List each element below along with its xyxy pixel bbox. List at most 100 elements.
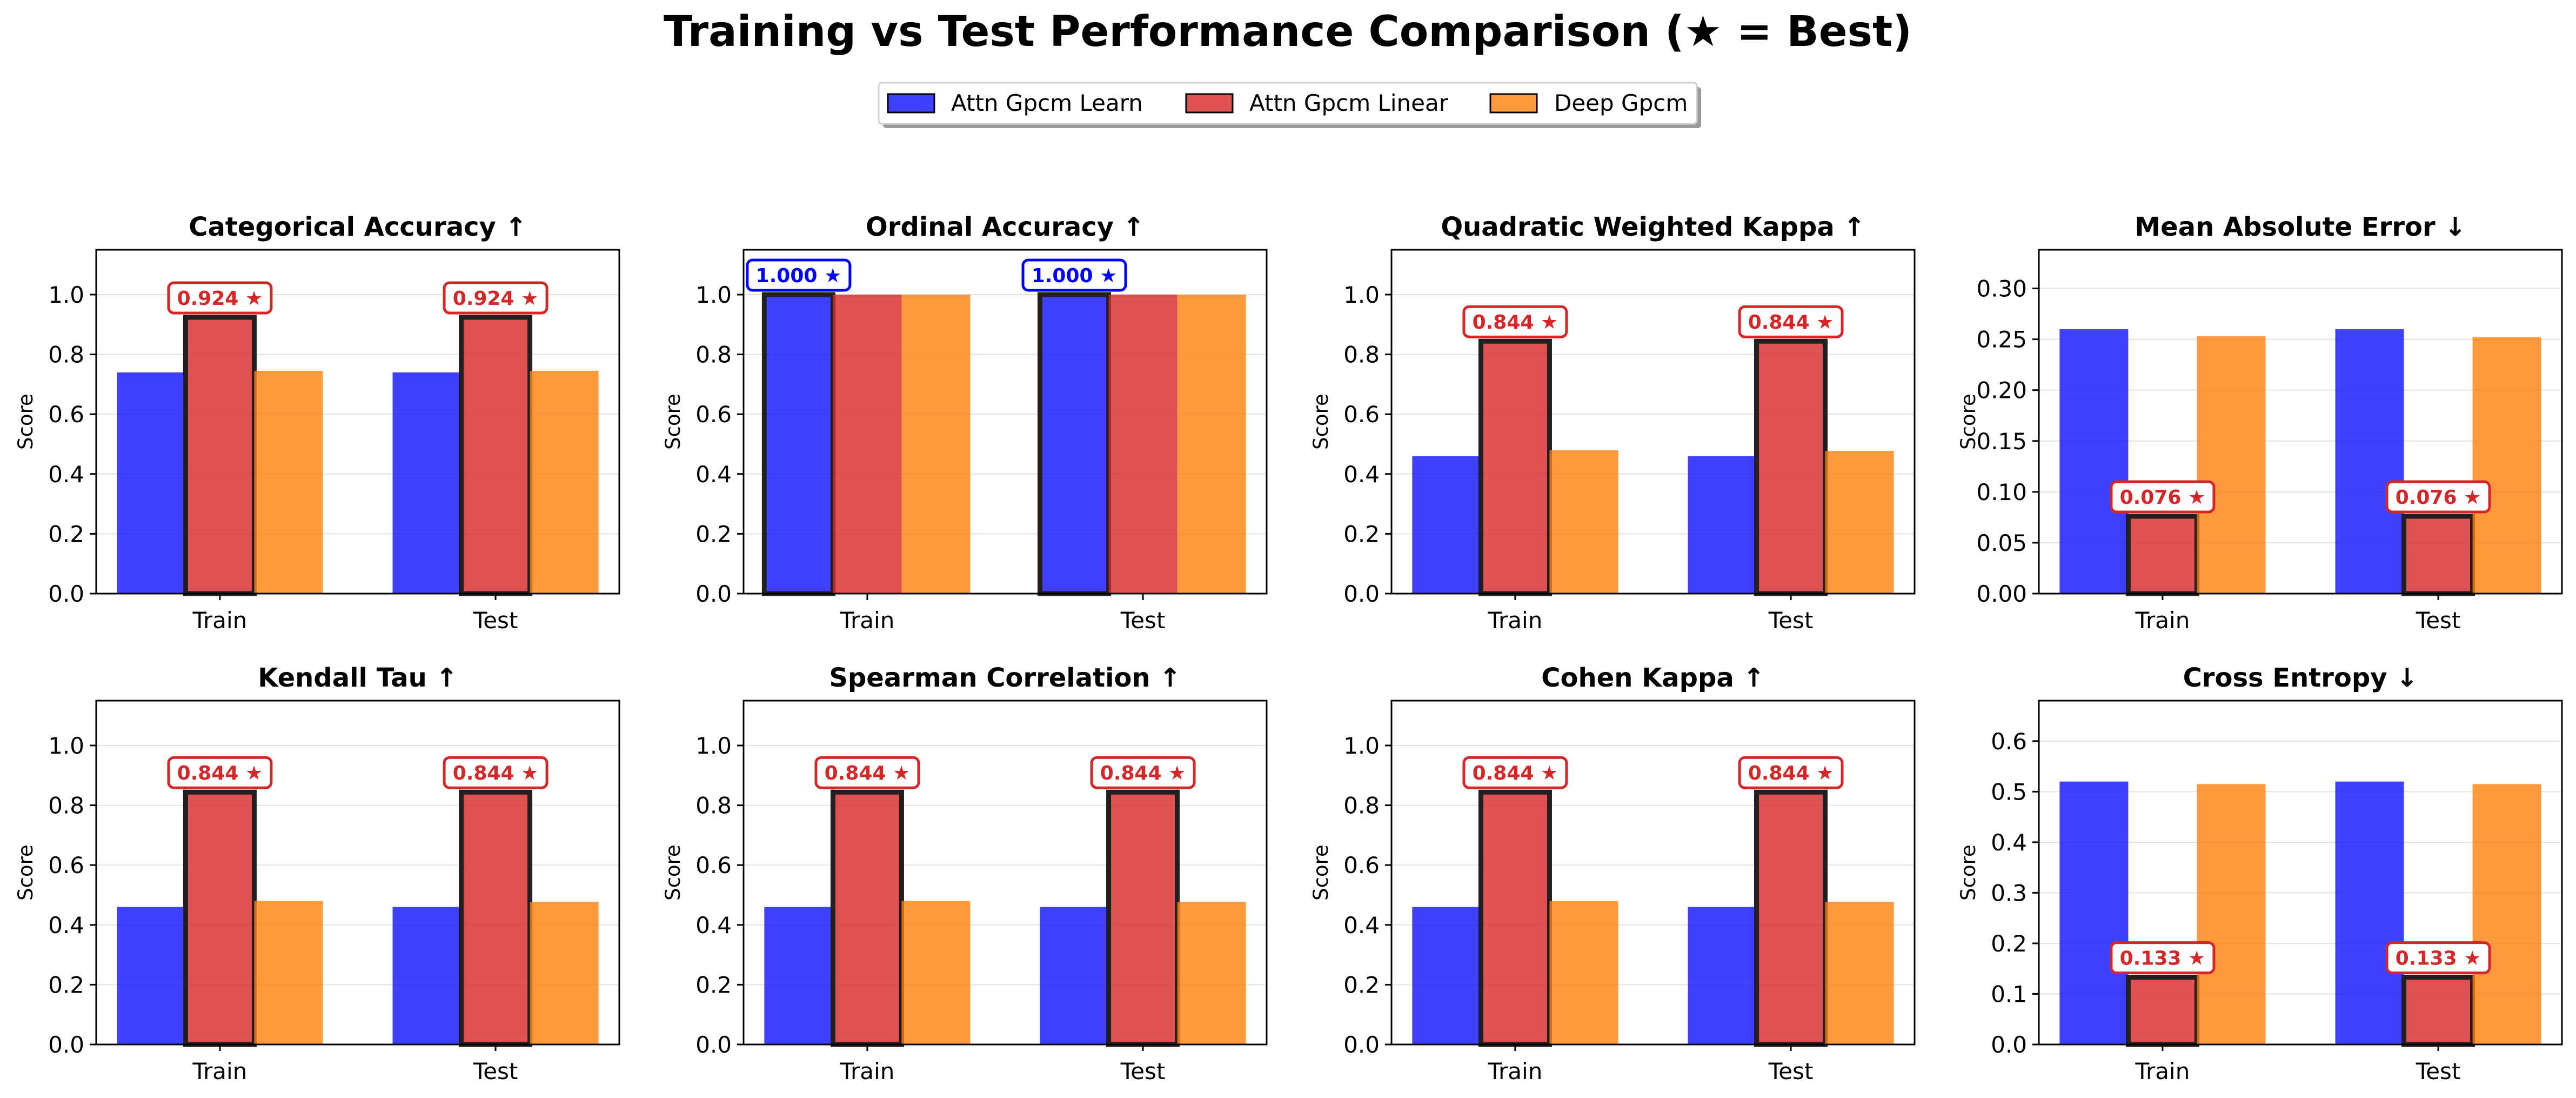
bar-attn-gpcm-linear-train <box>1478 338 1552 596</box>
subplot-cohen-kappa: 0.844 ★ 0.844 ★ 0.0 0.2 0.4 0.6 0.8 1.0 Train Tes… <box>1309 663 1916 1084</box>
bar-deep-gpcm-test <box>1177 294 1246 594</box>
legend-box <box>878 82 1698 125</box>
best-label-box <box>746 258 852 292</box>
bar-deep-gpcm-train <box>901 294 971 594</box>
best-value-label: 0.076 ★ <box>2396 487 2481 509</box>
bar-attn-gpcm-learn-train <box>2059 781 2129 1044</box>
y-tick-label: 0.8 <box>1343 793 1380 819</box>
y-tick-label: 0.6 <box>1343 852 1380 879</box>
y-tick-label: 0.6 <box>695 401 732 428</box>
x-tick-label: Test <box>473 607 518 634</box>
y-tick-label: 0.8 <box>48 793 84 819</box>
y-tick-label: 0.4 <box>695 461 732 488</box>
bar-attn-gpcm-learn-test <box>392 907 461 1044</box>
y-axis-label: Score <box>14 844 37 901</box>
best-label-box <box>1462 305 1568 338</box>
subplot-cross-entropy: 0.133 ★ 0.133 ★ 0.0 0.1 0.2 0.3 0.4 0.5 0.6 Train… <box>1957 663 2563 1084</box>
y-tick-label: 0.2 <box>1991 930 2027 957</box>
bar-deep-gpcm-test <box>1825 451 1894 594</box>
bar-deep-gpcm-test <box>1177 902 1246 1044</box>
bar-attn-gpcm-learn-train <box>761 292 835 596</box>
bar-deep-gpcm-train <box>1549 901 1618 1044</box>
y-tick-label: 0.30 <box>1976 276 2027 302</box>
bar-attn-gpcm-learn-test <box>1040 907 1109 1044</box>
bar-deep-gpcm-train <box>1549 450 1618 594</box>
bar-attn-gpcm-linear-test <box>2401 514 2475 596</box>
bar-deep-gpcm-train <box>254 370 323 594</box>
legend-swatch-deep-gpcm <box>1489 93 1538 114</box>
y-tick-label: 0.6 <box>1343 401 1380 428</box>
y-tick-label: 0.8 <box>1343 342 1380 368</box>
x-tick-label: Train <box>192 607 247 634</box>
x-tick-label: Train <box>840 1058 895 1084</box>
best-value-label: 0.133 ★ <box>2396 948 2481 970</box>
bar-deep-gpcm-train <box>254 901 323 1044</box>
x-tick-label: Train <box>2135 607 2190 634</box>
x-tick-label: Train <box>840 607 895 634</box>
bar-deep-gpcm-train <box>901 901 971 1044</box>
best-value-label: 1.000 ★ <box>1032 265 1118 287</box>
bar-attn-gpcm-learn-train <box>764 907 833 1044</box>
x-tick-label: Test <box>1768 1058 1814 1084</box>
x-tick-label: Test <box>1768 607 1814 634</box>
bar-deep-gpcm-test <box>530 370 599 594</box>
y-axis-label: Score <box>661 394 685 450</box>
axes-frame <box>2038 249 2563 595</box>
subplots: 0.924 ★ 0.924 ★ 0.0 0.2 0.4 0.6 0.8 1.0 Train Tes… <box>14 212 2563 1084</box>
y-tick-label: 1.0 <box>48 733 84 759</box>
axes-frame <box>742 700 1268 1046</box>
y-tick-label: 0.0 <box>1343 581 1380 607</box>
axes-frame <box>2038 700 2563 1046</box>
subplot-title: Mean Absolute Error ↓ <box>2135 212 2466 242</box>
legend-swatch-attn-gpcm-linear <box>1185 93 1234 114</box>
best-value-label: 0.924 ★ <box>453 288 539 310</box>
axes-frame <box>1390 249 1916 595</box>
best-label-box <box>1738 305 1844 338</box>
bar-attn-gpcm-learn-test <box>1688 907 1757 1044</box>
best-value-label: 0.076 ★ <box>2120 487 2206 509</box>
y-tick-label: 1.0 <box>695 282 732 308</box>
subplot-categorical-accuracy: 0.924 ★ 0.924 ★ 0.0 0.2 0.4 0.6 0.8 1.0 Train Tes… <box>14 212 620 634</box>
bar-attn-gpcm-learn-train <box>2059 329 2129 594</box>
bar-attn-gpcm-linear-train <box>2125 514 2199 596</box>
subplot-title: Ordinal Accuracy ↑ <box>866 212 1145 242</box>
bar-attn-gpcm-linear-train <box>183 315 257 596</box>
y-axis-label: Score <box>661 844 685 901</box>
best-value-label: 0.844 ★ <box>453 762 539 784</box>
best-label-box <box>2110 941 2216 975</box>
x-tick-label: Test <box>2416 1058 2461 1084</box>
bar-attn-gpcm-linear-train <box>830 789 904 1047</box>
bar-attn-gpcm-linear-test <box>459 789 533 1047</box>
best-value-label: 0.844 ★ <box>1748 311 1834 334</box>
bar-attn-gpcm-learn-test <box>2335 781 2404 1044</box>
axes-frame <box>95 249 620 595</box>
best-value-label: 0.133 ★ <box>2120 948 2206 970</box>
subplot-title: Cohen Kappa ↑ <box>1541 663 1764 693</box>
y-tick-label: 0.4 <box>695 912 732 939</box>
bar-deep-gpcm-test <box>2472 337 2541 594</box>
y-tick-label: 0.2 <box>48 521 84 547</box>
subplot-title: Cross Entropy ↓ <box>2183 663 2418 693</box>
legend-label-attn-gpcm-linear: Attn Gpcm Linear <box>1249 90 1449 116</box>
legend-label-attn-gpcm-learn: Attn Gpcm Learn <box>951 90 1143 116</box>
bar-attn-gpcm-linear-test <box>459 315 533 596</box>
best-value-label: 0.924 ★ <box>177 288 263 310</box>
y-tick-label: 0.2 <box>695 521 732 547</box>
y-tick-label: 0.25 <box>1976 327 2027 353</box>
y-tick-label: 0.8 <box>48 342 84 368</box>
y-tick-label: 0.0 <box>695 581 732 607</box>
subplot-title: Spearman Correlation ↑ <box>829 663 1181 693</box>
bar-deep-gpcm-test <box>1825 902 1894 1044</box>
y-tick-label: 0.10 <box>1976 479 2027 505</box>
subplot-spearman-correlation: 0.844 ★ 0.844 ★ 0.0 0.2 0.4 0.6 0.8 1.0 Train Tes… <box>661 663 1268 1084</box>
bar-deep-gpcm-train <box>2197 336 2266 594</box>
best-value-label: 0.844 ★ <box>177 762 263 784</box>
best-value-label: 0.844 ★ <box>825 762 911 784</box>
bar-attn-gpcm-linear-test <box>1106 789 1180 1047</box>
best-label-box <box>443 281 548 315</box>
y-tick-label: 0.6 <box>48 401 84 428</box>
bar-attn-gpcm-learn-train <box>1412 907 1481 1044</box>
y-tick-label: 0.4 <box>1343 461 1380 488</box>
y-tick-label: 0.4 <box>48 912 84 939</box>
y-tick-label: 0.4 <box>48 461 84 488</box>
